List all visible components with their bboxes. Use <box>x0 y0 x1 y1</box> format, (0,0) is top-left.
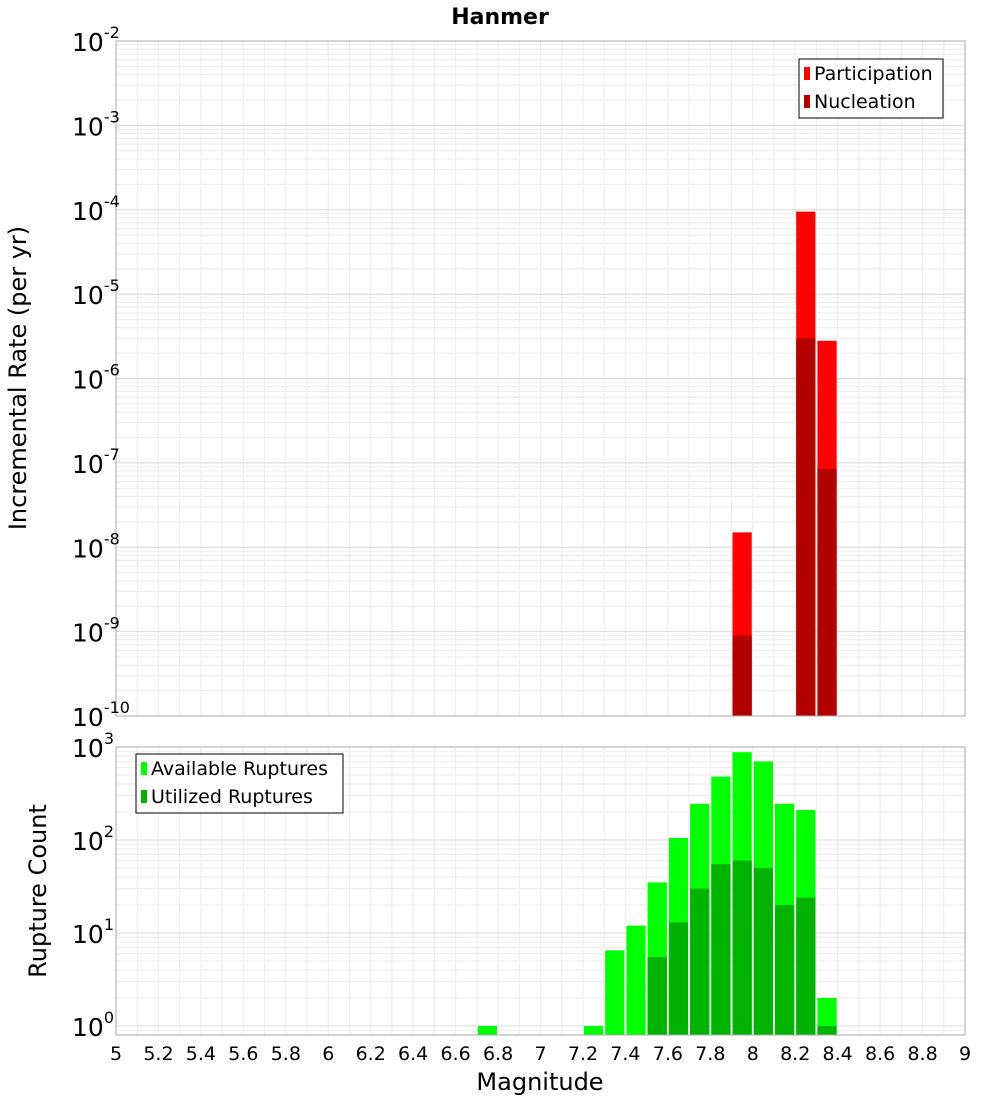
x-tick-label: 8.4 <box>823 1043 853 1065</box>
bar <box>732 860 752 1035</box>
bar <box>796 897 816 1035</box>
x-axis-label: Magnitude <box>476 1068 603 1096</box>
bar <box>626 925 646 1035</box>
chart-title: Hanmer <box>451 5 549 30</box>
x-tick-label: 5.2 <box>143 1043 173 1065</box>
x-tick-label: 6.4 <box>398 1043 428 1065</box>
bar <box>668 922 689 1035</box>
x-tick-label: 8.6 <box>865 1043 895 1065</box>
y-tick-label: 101 <box>72 915 114 949</box>
x-tick-label: 7.6 <box>653 1043 683 1065</box>
y-tick-label: 102 <box>72 822 114 856</box>
legend: Available Ruptures Utilized Ruptures <box>135 753 344 814</box>
x-tick-label: 5.6 <box>228 1043 258 1065</box>
x-tick-label: 6.8 <box>483 1043 513 1065</box>
legend-swatch <box>141 762 147 775</box>
x-tick-label: 7.2 <box>568 1043 598 1065</box>
x-tick-label: 5 <box>110 1043 122 1065</box>
x-tick-label: 8 <box>747 1043 759 1065</box>
x-tick-label: 8.8 <box>907 1043 937 1065</box>
plot-border <box>115 746 966 1036</box>
legend-label: Available Ruptures <box>151 758 328 780</box>
bar <box>796 338 816 716</box>
y-tick-label: 10-4 <box>72 192 120 226</box>
bar <box>817 1025 837 1035</box>
y-tick-label: 10-3 <box>72 107 120 141</box>
bar <box>732 635 752 716</box>
bottom-panel: 100 101 102 103 Rupture Count Available Ruptu… <box>24 729 966 1042</box>
y-tick-label: 10-10 <box>72 698 130 732</box>
y-tick-label: 100 <box>72 1008 114 1042</box>
y-tick-label: 10-5 <box>72 276 120 310</box>
y-tick-label: 10-7 <box>72 445 120 479</box>
top-panel: 10-10 10-9 10-8 10-7 10-6 10-5 10-4 10-3 10-2 Inc… <box>4 23 966 732</box>
legend-box <box>135 753 344 814</box>
x-tick-label: 6 <box>322 1043 334 1065</box>
x-tick-label: 5.4 <box>186 1043 216 1065</box>
bar <box>711 864 731 1035</box>
legend-label: Nucleation <box>814 91 916 113</box>
x-tick-label: 8.2 <box>780 1043 810 1065</box>
bar <box>605 950 625 1035</box>
bar <box>817 468 837 716</box>
legend-box <box>798 58 944 119</box>
legend-swatch <box>141 790 147 803</box>
series-nucleation <box>732 338 837 716</box>
y-axis-label: Incremental Rate (per yr) <box>4 226 32 530</box>
y-tick-label: 10-2 <box>72 23 120 57</box>
legend-swatch <box>804 95 810 108</box>
bar <box>817 997 837 1035</box>
x-tick-label: 6.6 <box>440 1043 470 1065</box>
x-tick-label: 9 <box>959 1043 971 1065</box>
y-tick-label: 10-8 <box>72 529 120 563</box>
x-tick-label: 5.8 <box>271 1043 301 1065</box>
bar <box>774 904 795 1035</box>
bar <box>583 1025 604 1035</box>
x-tick-label: 7 <box>534 1043 546 1065</box>
bar <box>753 867 773 1035</box>
y-axis-label: Rupture Count <box>24 804 52 978</box>
y-tick-label: 103 <box>72 729 114 763</box>
legend-label: Utilized Ruptures <box>151 786 313 808</box>
legend-label: Participation <box>814 63 933 85</box>
series-utilized-ruptures <box>647 860 837 1035</box>
y-tick-label: 10-6 <box>72 361 120 395</box>
x-tick-label: 7.8 <box>695 1043 725 1065</box>
x-tick-label: 6.2 <box>356 1043 386 1065</box>
x-tick-label: 7.4 <box>610 1043 640 1065</box>
legend: Participation Nucleation <box>798 58 944 119</box>
y-tick-label: 10-9 <box>72 614 120 648</box>
plot-border <box>115 40 966 717</box>
bar <box>690 888 710 1035</box>
x-axis: 5 5.2 5.4 5.6 5.8 6 6.2 6.4 6.6 6.8 7 7.2 7.4 7.6 7.8 8… <box>110 1043 971 1065</box>
bar <box>647 957 667 1035</box>
bar <box>477 1025 498 1035</box>
legend-swatch <box>804 67 810 80</box>
